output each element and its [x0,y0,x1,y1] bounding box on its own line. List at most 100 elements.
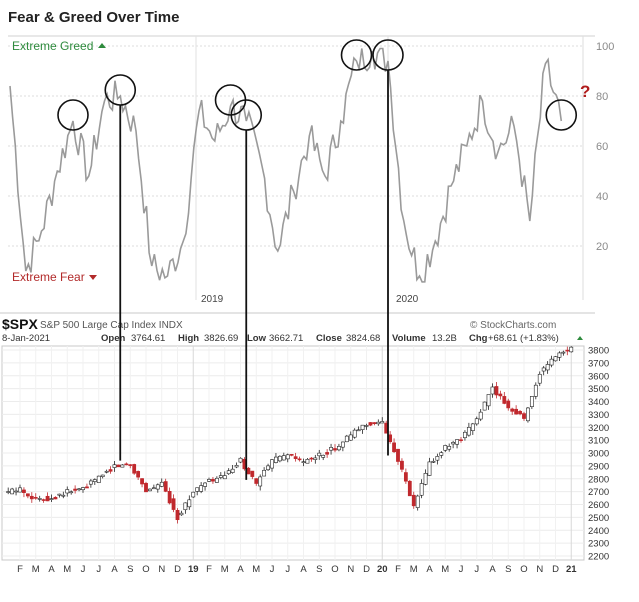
candle [443,445,448,451]
candle [104,470,109,473]
candle [289,454,294,456]
candle [148,488,152,492]
x-tick-label: M [32,564,40,575]
candle [506,400,511,409]
candle [140,478,144,485]
x-tick-label: O [520,564,527,575]
y-tick-label: 2600 [588,500,609,511]
candle [431,460,436,463]
candle [435,456,440,461]
candle [309,457,314,460]
candle [199,485,204,492]
x-tick-label: A [300,564,307,575]
candle [108,469,113,472]
candle [325,452,330,455]
y-tick-label: 2900 [588,461,609,472]
x-tick-label: F [395,564,401,575]
candle [277,455,282,462]
x-tick-label: A [237,564,244,575]
candle [81,487,85,491]
candle [533,384,538,397]
candle [439,452,444,456]
candle [100,474,105,477]
quote-strip: Open 3764.61 High 3826.69 Low 3662.71 Cl… [101,333,583,344]
y-tick-label: 2800 [588,474,609,485]
candle [73,488,78,491]
down-triangle-icon [89,275,97,280]
candle [486,394,491,407]
candle [490,386,495,395]
candle [400,460,404,470]
candle [175,509,180,521]
candle [494,386,499,396]
open-label: Open [101,333,125,344]
candle [297,458,302,461]
x-tick-label: O [142,564,149,575]
y-tick-label: 100 [596,41,614,53]
candle [274,456,278,463]
high-value: 3826.69 [204,333,238,344]
candle [427,461,432,476]
candle [553,356,558,362]
stockcharts-watermark: © StockCharts.com [470,320,556,331]
candle [337,446,341,451]
candle [120,464,125,468]
candle [14,490,18,493]
quote-date: 8-Jan-2021 [2,333,50,344]
candle [96,475,101,483]
high-label: High [178,333,199,344]
y-tick-label: 80 [596,91,608,103]
candle [234,465,239,468]
candle [293,456,298,459]
candle [262,469,267,477]
fear-greed-line [9,47,563,283]
y-tick-label: 2300 [588,539,609,550]
candle [45,495,50,502]
candle [360,424,365,430]
x-tick-label: D [363,564,370,575]
candle [65,489,70,494]
peak-circle [340,39,373,71]
open-value: 3764.61 [131,333,165,344]
candle [459,439,463,441]
candle [388,434,393,443]
y-tick-label: 3500 [588,384,609,395]
candle [33,497,38,499]
candle [191,491,196,498]
candle [364,425,369,427]
spx-x-ticks: F M A M J J A S O N D 19 F M A M J J A S O N D 20 F M A M J J A S O N D 21 [17,564,577,575]
x-tick-label: M [221,564,229,575]
extreme-fear-label: Extreme Fear [12,270,85,284]
candle [218,475,223,478]
candle [407,480,412,497]
spx-panel: $SPX S&P 500 Large Cap Index INDX © Stoc… [0,312,609,575]
spx-grid [2,346,584,560]
extreme-greed-label: Extreme Greed [12,39,93,53]
candle [214,477,219,483]
candle [313,457,318,460]
x-tick-label: J [474,564,479,575]
question-mark: ? [580,82,590,101]
y-tick-label: 3100 [588,436,609,447]
x-tick-label: N [347,564,354,575]
peak-circle [230,99,263,131]
year-label-2020: 2020 [396,294,419,305]
candle [510,408,515,412]
candle [561,351,566,354]
candle [474,418,479,425]
candle [207,479,211,482]
candle [22,489,26,493]
candle [305,459,310,464]
x-tick-label: 19 [188,564,199,575]
candle [301,461,306,463]
x-tick-label: S [316,564,322,575]
candle [569,346,574,353]
candle [250,470,255,477]
up-triangle-icon [98,43,106,48]
candle [415,495,420,508]
candle [317,452,322,457]
candle [470,423,475,431]
candle [10,488,15,495]
chg-label: Chg [469,333,488,344]
candle [258,476,263,487]
